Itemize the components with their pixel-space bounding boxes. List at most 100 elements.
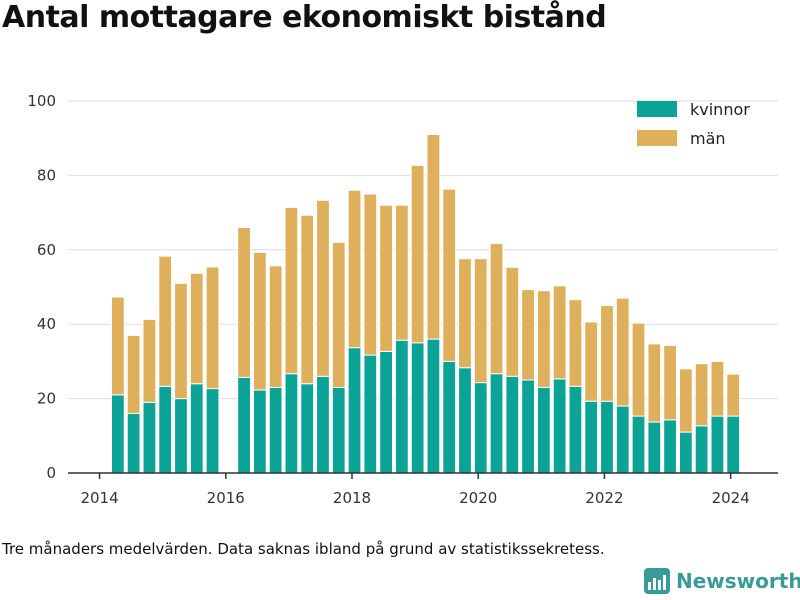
- x-tick-label: 2022: [585, 489, 623, 507]
- bar-man: [442, 188, 457, 362]
- bar-kvinnor: [521, 379, 535, 474]
- bar-man: [268, 265, 283, 388]
- y-tick-label: 100: [27, 92, 56, 110]
- bar-kvinnor: [536, 386, 551, 474]
- bar-man: [158, 255, 173, 387]
- x-tick-label: 2014: [80, 489, 118, 507]
- bars: [110, 133, 741, 474]
- footnote: Tre månaders medelvärden. Data saknas ib…: [2, 540, 605, 558]
- bar-kvinnor: [442, 360, 457, 474]
- bar-kvinnor: [237, 376, 251, 474]
- bar-man: [363, 193, 378, 356]
- legend: kvinnor män: [637, 100, 750, 148]
- bar-kvinnor: [489, 373, 504, 474]
- bar-man: [663, 344, 677, 421]
- y-axis-tick-labels: 0 20 40 60 80 100: [27, 92, 56, 482]
- bar-man: [536, 290, 551, 388]
- bar-man: [615, 297, 630, 407]
- bar-kvinnor: [426, 338, 441, 474]
- y-tick-label: 60: [37, 241, 56, 259]
- bar-man: [631, 322, 646, 417]
- x-tick-label: 2016: [207, 489, 245, 507]
- bar-man: [410, 164, 425, 344]
- bar-kvinnor: [252, 389, 267, 474]
- bar-man: [426, 133, 441, 340]
- bar-kvinnor: [189, 383, 204, 474]
- bar-kvinnor: [126, 412, 141, 474]
- bar-kvinnor: [710, 415, 725, 474]
- bar-kvinnor: [268, 386, 283, 474]
- bar-kvinnor: [316, 375, 330, 474]
- bar-man: [694, 363, 709, 427]
- legend-label: kvinnor: [690, 100, 750, 119]
- brand-logo: Newsworthy: [644, 568, 800, 594]
- bar-kvinnor: [174, 398, 188, 474]
- bar-man: [252, 251, 267, 391]
- bar-man: [458, 258, 472, 369]
- bar-man: [647, 343, 662, 423]
- bar-man: [505, 266, 520, 377]
- bar-man: [142, 318, 157, 403]
- bar-kvinnor: [647, 421, 662, 474]
- bar-kvinnor: [678, 431, 693, 474]
- bar-man: [205, 266, 220, 390]
- bar-man: [126, 334, 141, 414]
- bar-kvinnor: [410, 342, 425, 474]
- bar-kvinnor: [694, 425, 709, 474]
- bar-chart-logo-icon: [644, 568, 670, 594]
- bar-kvinnor: [300, 383, 315, 474]
- bar-kvinnor: [505, 375, 520, 474]
- bar-man: [552, 285, 567, 380]
- bar-man: [678, 368, 693, 433]
- bar-kvinnor: [631, 415, 646, 474]
- bar-man: [347, 189, 362, 349]
- bar-man: [110, 296, 125, 396]
- bar-man: [521, 289, 535, 381]
- bar-man: [174, 282, 188, 400]
- y-tick-label: 20: [37, 390, 56, 408]
- bar-man: [489, 242, 504, 375]
- bar-man: [726, 373, 741, 417]
- legend-swatch: [637, 130, 677, 146]
- bar-kvinnor: [458, 367, 472, 474]
- bar-kvinnor: [110, 394, 125, 474]
- bar-man: [600, 305, 614, 402]
- chart-title: Antal mottagare ekonomiskt bistånd: [2, 0, 607, 35]
- bar-kvinnor: [142, 401, 157, 474]
- bar-man: [316, 199, 330, 377]
- brand-name: Newsworthy: [676, 569, 800, 593]
- bar-kvinnor: [284, 373, 299, 474]
- bar-man: [300, 214, 315, 385]
- bar-kvinnor: [331, 386, 346, 474]
- bar-man: [331, 241, 346, 388]
- bar-kvinnor: [600, 400, 614, 474]
- bar-man: [189, 272, 204, 385]
- bar-man: [237, 226, 251, 378]
- bar-kvinnor: [615, 405, 630, 474]
- bar-man: [568, 299, 583, 387]
- bar-kvinnor: [205, 388, 220, 474]
- legend-swatch: [637, 101, 677, 117]
- bar-man: [394, 204, 409, 341]
- bar-man: [284, 206, 299, 375]
- bar-kvinnor: [347, 347, 362, 474]
- bar-kvinnor: [663, 419, 677, 474]
- bar-kvinnor: [158, 385, 173, 474]
- y-tick-label: 40: [37, 315, 56, 333]
- x-tick-label: 2024: [712, 489, 750, 507]
- bar-kvinnor: [394, 339, 409, 474]
- bar-kvinnor: [726, 415, 741, 474]
- bar-kvinnor: [379, 350, 393, 474]
- bar-man: [584, 321, 599, 402]
- legend-label: män: [690, 129, 726, 148]
- bar-kvinnor: [363, 354, 378, 474]
- x-axis: 2014 2016 2018 2020 2022 2024: [68, 472, 778, 507]
- bar-kvinnor: [552, 378, 567, 474]
- x-tick-label: 2020: [459, 489, 497, 507]
- bar-man: [473, 258, 488, 384]
- y-tick-label: 80: [37, 166, 56, 184]
- bar-man: [710, 360, 725, 417]
- bar-man: [379, 204, 393, 352]
- bar-kvinnor: [473, 382, 488, 474]
